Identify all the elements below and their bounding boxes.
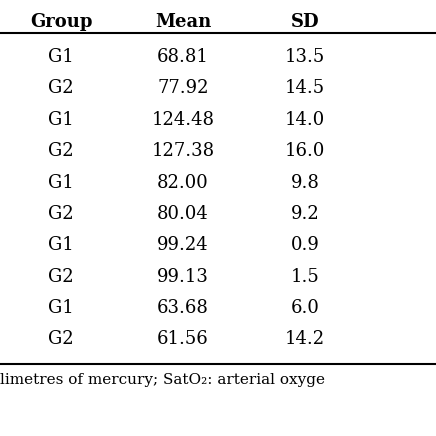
- Text: limetres of mercury; SatO₂: arterial oxyge: limetres of mercury; SatO₂: arterial oxy…: [0, 373, 325, 387]
- Text: 0.9: 0.9: [291, 236, 320, 254]
- Text: 99.24: 99.24: [157, 236, 209, 254]
- Text: 127.38: 127.38: [152, 142, 215, 160]
- Text: 124.48: 124.48: [152, 111, 215, 129]
- Text: 6.0: 6.0: [291, 299, 320, 317]
- Text: G2: G2: [48, 205, 74, 223]
- Text: 14.5: 14.5: [285, 79, 325, 97]
- Text: 14.2: 14.2: [285, 330, 325, 348]
- Text: 1.5: 1.5: [291, 268, 320, 286]
- Text: 13.5: 13.5: [285, 48, 325, 66]
- Text: 77.92: 77.92: [157, 79, 209, 97]
- Text: Mean: Mean: [155, 13, 211, 31]
- Text: G2: G2: [48, 142, 74, 160]
- Text: 61.56: 61.56: [157, 330, 209, 348]
- Text: Group: Group: [30, 13, 92, 31]
- Text: SD: SD: [291, 13, 320, 31]
- Text: 9.8: 9.8: [291, 174, 320, 191]
- Text: G2: G2: [48, 330, 74, 348]
- Text: G1: G1: [48, 111, 74, 129]
- Text: G2: G2: [48, 79, 74, 97]
- Text: G1: G1: [48, 299, 74, 317]
- Text: G1: G1: [48, 236, 74, 254]
- Text: 16.0: 16.0: [285, 142, 325, 160]
- Text: 68.81: 68.81: [157, 48, 209, 66]
- Text: 99.13: 99.13: [157, 268, 209, 286]
- Text: 80.04: 80.04: [157, 205, 209, 223]
- Text: G1: G1: [48, 48, 74, 66]
- Text: G1: G1: [48, 174, 74, 191]
- Text: 9.2: 9.2: [291, 205, 320, 223]
- Text: G2: G2: [48, 268, 74, 286]
- Text: 63.68: 63.68: [157, 299, 209, 317]
- Text: 14.0: 14.0: [285, 111, 325, 129]
- Text: 82.00: 82.00: [157, 174, 209, 191]
